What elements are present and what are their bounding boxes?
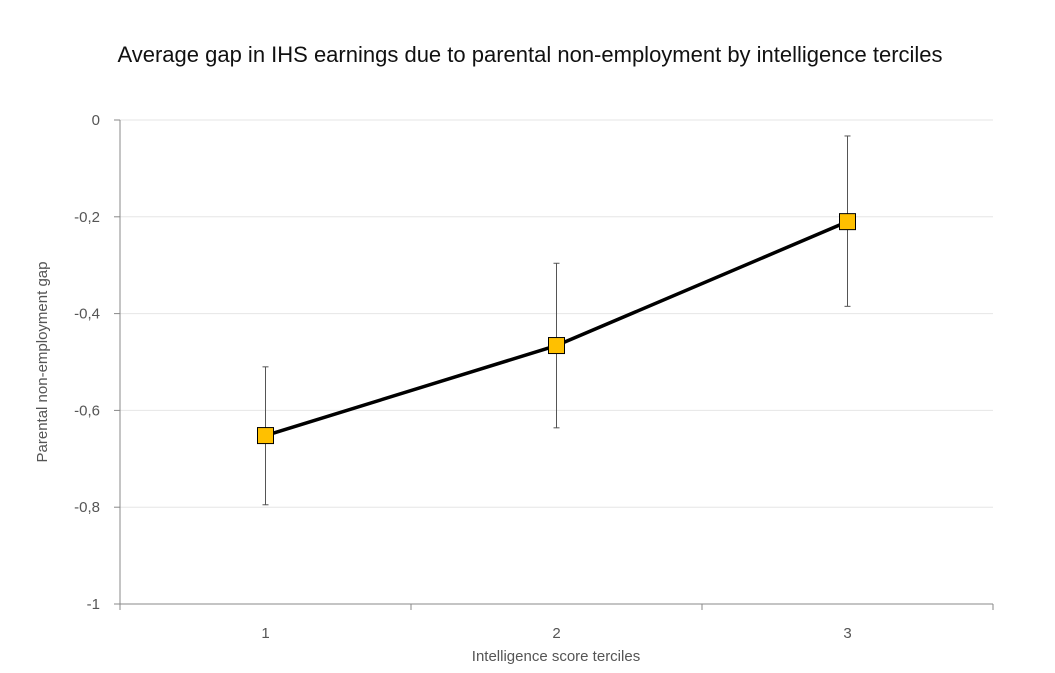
chart-title: Average gap in IHS earnings due to paren… [117,42,943,67]
data-point-marker [257,427,274,445]
x-axis-label: Intelligence score terciles [472,648,640,665]
data-point-marker [839,213,856,231]
y-tick-label: -0,2 [74,209,100,226]
data-markers [257,213,856,445]
data-point-marker [548,337,565,355]
error-bars [262,135,851,506]
x-tick-labels: 1 2 3 [261,625,851,642]
x-tick-label: 2 [552,625,560,642]
y-tick-label: -0,8 [74,499,100,516]
x-tick-label: 1 [261,625,269,642]
y-tick-label: -1 [87,596,100,613]
axes [114,119,994,610]
y-tick-labels: 0 -0,2 -0,4 -0,6 -0,8 -1 [74,112,100,613]
y-tick-label: -0,4 [74,306,100,323]
x-tick-label: 3 [843,625,851,642]
y-tick-label: 0 [92,112,100,129]
y-axis-label: Parental non-employment gap [34,262,51,463]
y-tick-label: -0,6 [74,402,100,419]
